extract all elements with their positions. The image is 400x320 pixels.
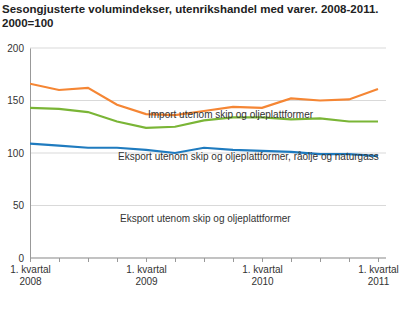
y-tick: 50: [13, 200, 30, 211]
series-line: [30, 108, 378, 128]
y-tick: 0: [18, 253, 30, 264]
x-tick: [204, 258, 205, 262]
x-tick-mark: [175, 258, 176, 262]
x-tick: [88, 258, 89, 262]
x-tick: 1. kvartal2008: [10, 258, 51, 287]
y-tick: 150: [7, 95, 30, 106]
x-tick: [320, 258, 321, 262]
x-tick-label: 1. kvartal2009: [126, 264, 167, 287]
series-label: Import utenom skip og oljeplattformer: [148, 109, 314, 120]
x-tick-label: 1. kvartal2008: [10, 264, 51, 287]
x-tick-mark: [349, 258, 350, 262]
x-tick: [175, 258, 176, 262]
x-tick-mark: [378, 258, 379, 262]
x-tick: [233, 258, 234, 262]
y-tick-label: 150: [7, 95, 24, 106]
y-tick-label: 100: [7, 148, 24, 159]
x-tick-mark: [117, 258, 118, 262]
x-tick-mark: [59, 258, 60, 262]
x-tick: [291, 258, 292, 262]
x-tick: 1. kvartal2009: [126, 258, 167, 287]
y-tick-label: 50: [13, 200, 25, 211]
subtitle: 2000=100: [2, 17, 54, 29]
x-tick: 1. kvartal2010: [242, 258, 283, 287]
y-axis-line: [30, 49, 31, 259]
x-tick-mark: [233, 258, 234, 262]
x-tick-label: 1. kvartal2011: [358, 264, 399, 287]
title: Sesongjusterte volumindekser, utenriksha…: [2, 3, 378, 15]
x-tick-mark: [146, 258, 147, 262]
grid-line: [30, 258, 386, 259]
x-tick-mark: [30, 258, 31, 262]
x-tick-mark: [320, 258, 321, 262]
grid-line: [30, 205, 386, 206]
y-tick: 100: [7, 148, 30, 159]
x-tick: [117, 258, 118, 262]
x-tick: 1. kvartal2011: [358, 258, 399, 287]
x-tick: [59, 258, 60, 262]
x-tick-mark: [262, 258, 263, 262]
y-tick-label: 0: [18, 253, 24, 264]
y-tick: 200: [7, 43, 30, 54]
series-label: Eksport utenom skip og oljeplattformer: [120, 213, 291, 224]
grid-line: [30, 48, 386, 49]
series-label: Eksport utenom skip og oljeplattformer, …: [118, 151, 379, 162]
y-tick-label: 200: [7, 43, 24, 54]
x-tick-mark: [204, 258, 205, 262]
x-tick-label: 1. kvartal2010: [242, 264, 283, 287]
x-axis-line: [30, 258, 386, 259]
x-tick-mark: [291, 258, 292, 262]
x-tick-mark: [88, 258, 89, 262]
x-tick: [349, 258, 350, 262]
